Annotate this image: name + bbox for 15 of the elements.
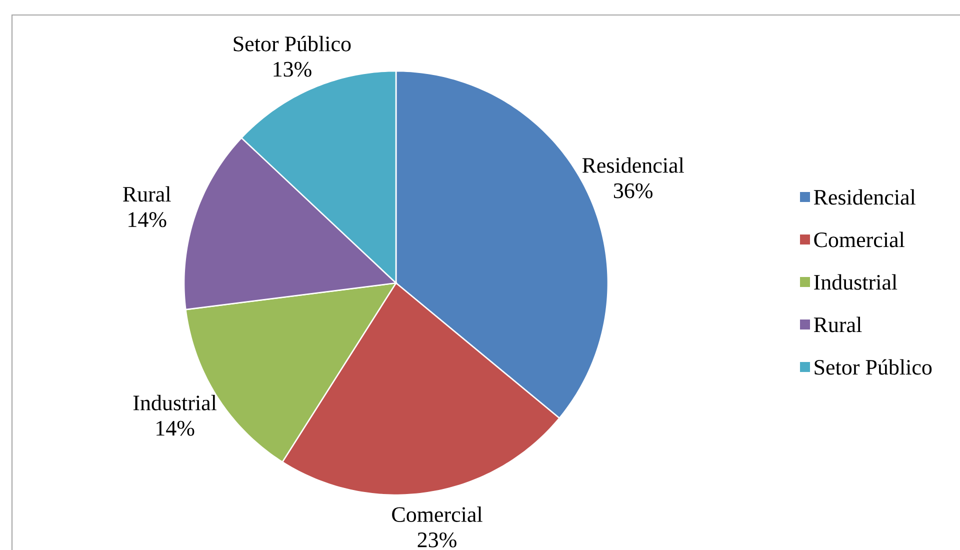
slice-label: Comercial xyxy=(392,506,482,522)
data-label: 13% xyxy=(274,62,312,77)
legend-label: Residencial xyxy=(814,189,916,205)
legend-label: Rural xyxy=(814,316,862,332)
data-label: 36% xyxy=(614,183,652,198)
data-label: 23% xyxy=(418,532,456,548)
legend-label: Industrial xyxy=(814,274,898,290)
legend-label: Comercial xyxy=(814,232,904,248)
slice-label: Residencial xyxy=(582,157,684,173)
slice-label: Setor Público xyxy=(234,36,351,52)
legend-label: Setor Público xyxy=(814,359,932,375)
data-label: 14% xyxy=(128,212,166,228)
slice-label: Rural xyxy=(123,186,171,202)
slice-label: Industrial xyxy=(133,394,217,410)
data-label: 14% xyxy=(156,420,194,436)
